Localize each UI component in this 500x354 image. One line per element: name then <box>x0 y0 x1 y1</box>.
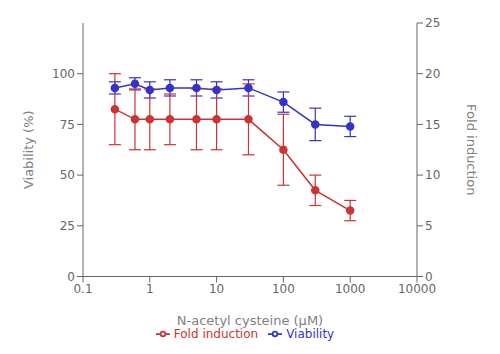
svg-text:10: 10 <box>425 168 440 182</box>
svg-text:1: 1 <box>146 282 154 296</box>
svg-text:75: 75 <box>60 118 75 132</box>
svg-text:100: 100 <box>52 67 75 81</box>
svg-text:N-acetyl cysteine (μM): N-acetyl cysteine (μM) <box>177 313 323 328</box>
svg-text:25: 25 <box>60 219 75 233</box>
svg-text:1000: 1000 <box>335 282 366 296</box>
html-text:Fold induction: Fold induction <box>173 326 259 341</box>
svg-text:100: 100 <box>272 282 295 296</box>
svg-text:Viability (%): Viability (%) <box>21 110 36 189</box>
svg-text:0.1: 0.1 <box>73 282 92 296</box>
svg-text:5: 5 <box>425 219 433 233</box>
svg-text:10000: 10000 <box>398 282 436 296</box>
svg-text:10: 10 <box>209 282 224 296</box>
svg-text:0: 0 <box>425 270 433 284</box>
svg-text:Fold induction: Fold induction <box>464 104 479 195</box>
svg-text:50: 50 <box>60 168 75 182</box>
svg-text:0: 0 <box>67 270 75 284</box>
svg-text:25: 25 <box>425 16 440 30</box>
svg-text:20: 20 <box>425 67 440 81</box>
svg-text:15: 15 <box>425 118 440 132</box>
html-text:Viability: Viability <box>286 326 335 341</box>
